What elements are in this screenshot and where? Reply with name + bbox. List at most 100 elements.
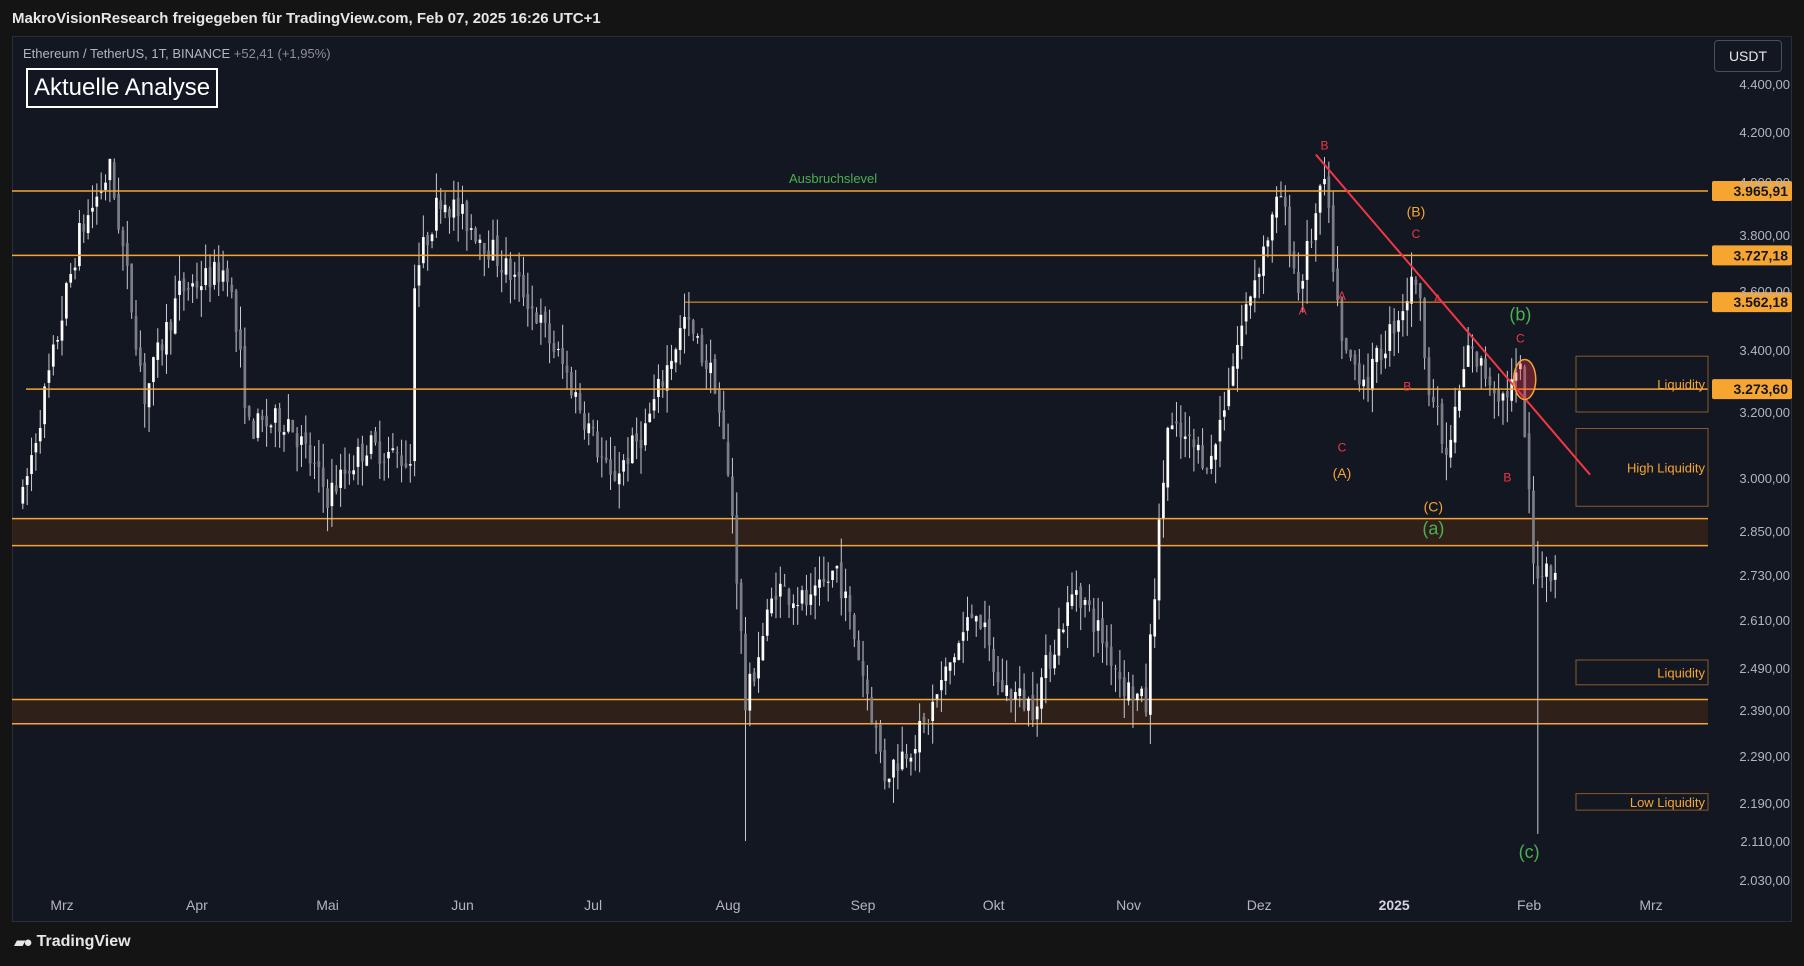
candle — [186, 282, 190, 301]
candle — [1475, 351, 1479, 373]
candle-body — [1492, 388, 1496, 394]
candle-body — [391, 448, 395, 451]
currency-button[interactable]: USDT — [1714, 40, 1782, 72]
candle-body — [1366, 376, 1370, 391]
candle — [935, 694, 939, 708]
candle-body — [387, 451, 390, 459]
candle — [626, 437, 630, 482]
candle-body — [922, 716, 926, 723]
candle — [1340, 296, 1344, 360]
candle-body — [1088, 600, 1091, 606]
liquidity-box-1[interactable] — [1575, 355, 1709, 413]
candle-body — [970, 613, 974, 618]
candle-body — [848, 595, 852, 612]
candle-body — [665, 365, 669, 391]
candle-body — [1405, 301, 1409, 311]
candle-body — [570, 372, 573, 396]
candle — [652, 374, 656, 419]
candle-body — [887, 778, 891, 783]
candle-body — [317, 461, 321, 467]
candle-body — [1157, 519, 1161, 601]
candle — [1479, 355, 1483, 389]
candle-body — [1340, 298, 1344, 341]
candle-body — [661, 381, 665, 387]
candle-body — [1223, 410, 1226, 417]
candle-body — [1462, 369, 1466, 387]
candle-body — [1440, 403, 1444, 444]
candle — [1540, 551, 1544, 589]
candle — [596, 420, 599, 463]
candle-body — [1362, 379, 1366, 387]
candle-body — [139, 347, 142, 366]
candle — [1270, 211, 1274, 263]
candle — [152, 356, 155, 406]
candle-body — [221, 270, 225, 282]
candle — [600, 437, 604, 478]
candle — [60, 296, 64, 356]
wave-label: A — [1338, 289, 1346, 303]
candle-body — [587, 423, 591, 434]
x-tick-label: Okt — [983, 897, 1005, 913]
candle-body — [256, 413, 260, 438]
candle-body — [761, 636, 765, 661]
downtrend-line[interactable] — [1315, 153, 1591, 476]
candle — [1000, 658, 1004, 693]
candle-body — [596, 431, 599, 458]
candle — [543, 306, 547, 338]
candle — [465, 199, 469, 251]
candle — [1166, 426, 1170, 501]
chart-frame[interactable] — [12, 36, 1792, 922]
candle — [365, 445, 369, 467]
candle-body — [60, 320, 64, 341]
candle — [1240, 304, 1244, 360]
candle-body — [365, 455, 369, 466]
liquidity-box-3[interactable] — [1575, 659, 1709, 686]
x-tick-label: Apr — [186, 897, 208, 913]
candle-body — [1018, 688, 1022, 696]
candle-body — [1540, 575, 1544, 577]
candle-body — [639, 439, 643, 449]
candle — [644, 408, 647, 451]
candle — [1366, 353, 1370, 402]
candle-body — [1118, 671, 1122, 680]
candle — [587, 412, 591, 446]
candle-body — [870, 697, 874, 724]
candle-body — [1510, 379, 1514, 401]
candle — [243, 327, 247, 425]
candle — [256, 408, 260, 442]
candle — [1471, 334, 1474, 373]
liquidity-box-4[interactable] — [1575, 793, 1709, 811]
candle — [848, 586, 852, 630]
liquidity-box-2[interactable] — [1575, 428, 1709, 507]
candle — [86, 199, 90, 240]
tradingview-logo[interactable]: ▰● TradingView — [14, 933, 131, 951]
candle-body — [818, 579, 821, 588]
candle-body — [813, 585, 817, 596]
candle — [56, 336, 59, 350]
candle — [1492, 381, 1496, 419]
candle-body — [343, 469, 347, 475]
candle-body — [926, 723, 930, 725]
y-tick-label: 4.000,00 — [1739, 175, 1790, 190]
candle-body — [86, 215, 90, 234]
candle — [1310, 228, 1313, 249]
candle-body — [1384, 353, 1387, 359]
candle-body — [1375, 347, 1379, 363]
candle — [778, 566, 782, 618]
candle-body — [1471, 346, 1474, 349]
candle-body — [30, 455, 33, 474]
candle — [456, 181, 460, 242]
candle — [739, 578, 743, 654]
candle-body — [108, 158, 112, 181]
candle-body — [879, 724, 882, 752]
candle-body — [691, 320, 695, 334]
candle — [208, 254, 212, 303]
highlight-ellipse[interactable] — [1513, 358, 1537, 401]
candle — [130, 263, 134, 319]
candle-body — [356, 446, 360, 467]
candle — [82, 214, 86, 243]
candle-body — [369, 435, 373, 454]
candle-body — [1079, 586, 1083, 608]
candle — [417, 242, 421, 307]
